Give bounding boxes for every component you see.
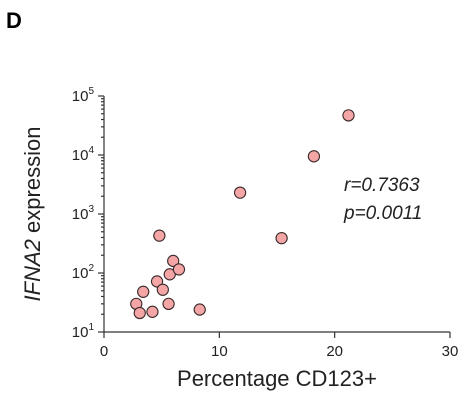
x-tick-label: 0 (100, 343, 108, 360)
data-point (275, 231, 288, 245)
x-tick-label: 10 (211, 343, 228, 360)
data-point (137, 285, 150, 298)
y-tick-label: 102 (72, 263, 95, 282)
y-tick-label: 105 (72, 86, 95, 105)
y-axis-title-suffix: expression (20, 127, 45, 240)
panel-label: D (6, 8, 22, 33)
x-axis-title: Percentage CD123+ (177, 366, 377, 391)
data-point (150, 275, 164, 288)
y-ticks: 101 102 103 104 105 (72, 86, 104, 341)
data-point (133, 306, 146, 320)
annotation-pvalue: p=0.0011 (343, 203, 422, 224)
y-tick-label: 104 (72, 145, 95, 164)
data-point (167, 254, 180, 268)
x-ticks: 0 10 20 30 (100, 332, 459, 360)
y-tick-label: 103 (72, 204, 95, 223)
data-point (233, 186, 247, 199)
data-points (130, 109, 355, 320)
data-point (172, 263, 186, 276)
y-axis-title-gene: IFNA2 (20, 239, 45, 301)
x-tick-label: 30 (442, 343, 459, 360)
data-point (156, 283, 169, 296)
data-point (342, 109, 355, 122)
annotation-correlation: r=0.7363 (344, 175, 420, 196)
data-point (146, 305, 159, 318)
data-point (307, 150, 321, 163)
y-tick-label: 101 (72, 322, 95, 341)
data-point (193, 303, 206, 316)
data-point (153, 229, 166, 242)
data-point (162, 297, 175, 310)
x-tick-label: 20 (326, 343, 343, 360)
y-axis-title: IFNA2 expression (20, 127, 45, 302)
